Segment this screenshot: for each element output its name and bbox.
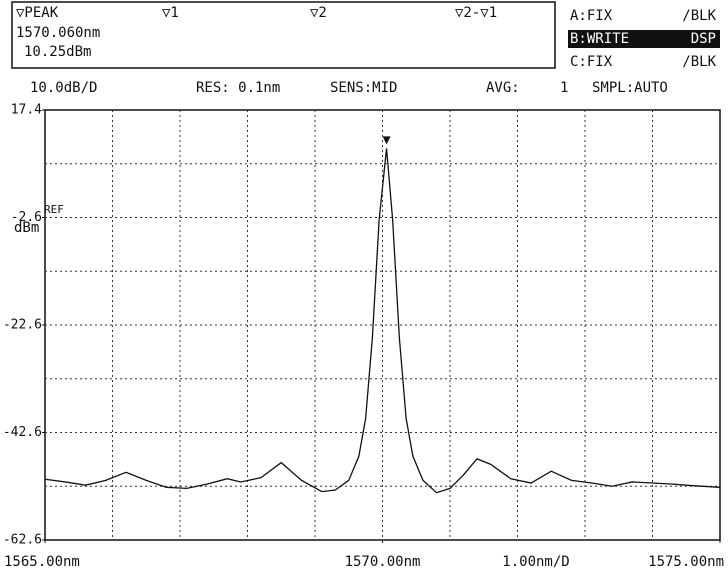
x-tick-label: 1565.00nm [4,554,80,570]
trace-name: C:FIX [570,54,613,70]
y-tick-label: -62.6 [3,533,42,548]
trace-name: A:FIX [570,8,613,24]
trace-mode: DSP [691,31,716,47]
trace-name: B:WRITE [570,31,629,47]
marker-name: ▽2 [310,5,327,21]
peak-marker [382,136,391,145]
peak-wavelength: 1570.060nm [16,25,100,41]
y-unit: dBm [14,220,39,236]
spectrum-trace [44,148,721,494]
sensitivity: SENS:MID [330,80,397,96]
trace-mode: /BLK [682,8,716,24]
sampling: SMPL:AUTO [592,80,668,96]
marker-name: ▽1 [162,5,179,21]
active-highlight [568,30,720,48]
x-scale: 1.00nm/D [502,554,569,570]
y-tick-label: 17.4 [11,103,42,118]
resolution: RES: 0.1nm [196,80,280,96]
average-label: AVG: [486,80,520,96]
marker-name: ▽2-▽1 [455,5,497,21]
x-tick-label: 1570.00nm [345,554,421,570]
y-scale: 10.0dB/D [30,80,97,96]
y-tick-label: -42.6 [3,425,42,440]
ref-label: REF [44,203,64,216]
marker-name: ▽PEAK [16,5,59,21]
peak-level: 10.25dBm [24,44,91,60]
y-tick-label: -22.6 [3,318,42,333]
trace-panel: A:FIX/BLK B:WRITE DSP C:FIX/BLK [568,8,720,70]
trace-mode: /BLK [682,54,716,70]
x-tick-label: 1575.00nm [648,554,724,570]
marker-panel [11,1,556,69]
y-tick-label: -2.6 [11,210,42,225]
average: 1 [560,80,568,96]
